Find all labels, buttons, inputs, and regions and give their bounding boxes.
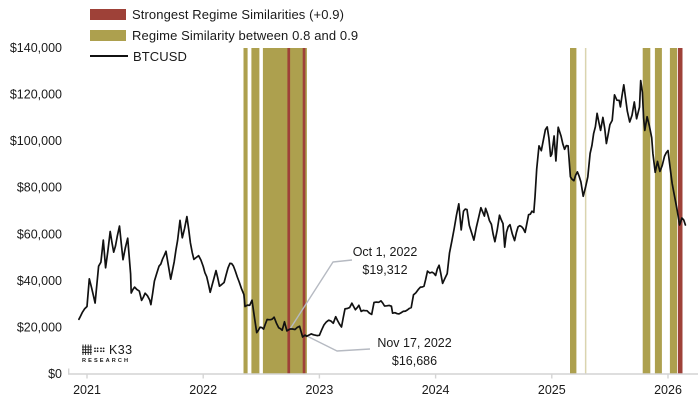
annotation-price: $16,686 <box>391 354 438 368</box>
similarity-band-swatch <box>90 29 126 41</box>
x-tick-label: 2026 <box>654 383 682 397</box>
y-tick-label: $40,000 <box>17 274 62 288</box>
y-tick-label: $100,000 <box>10 134 62 148</box>
y-tick-label: $80,000 <box>17 181 62 195</box>
legend-item-btcusd: BTCUSD <box>90 48 358 64</box>
annotation-nov-17-2022: Nov 17, 2022 $16,686 <box>362 334 467 370</box>
annotation-price: $19,312 <box>362 263 408 277</box>
legend-item-similarity: Regime Similarity between 0.8 and 0.9 <box>90 27 358 43</box>
logo-subtitle: RESEARCH <box>82 357 131 364</box>
legend-label: BTCUSD <box>133 48 188 64</box>
strongest-band-swatch <box>90 8 126 20</box>
x-tick-label: 2024 <box>422 383 450 397</box>
y-tick-label: $140,000 <box>10 41 62 55</box>
annotation-leader-line <box>289 259 353 330</box>
y-tick-label: $60,000 <box>17 227 62 241</box>
x-tick-label: 2021 <box>73 383 101 397</box>
k33-grid-icon <box>82 344 105 356</box>
x-tick-label: 2025 <box>538 383 566 397</box>
legend: Strongest Regime Similarities (+0.9) Reg… <box>90 6 358 69</box>
annotation-date: Nov 17, 2022 <box>377 336 452 350</box>
btcusd-line-swatch <box>90 54 128 58</box>
legend-label: Regime Similarity between 0.8 and 0.9 <box>132 27 359 43</box>
y-tick-label: $0 <box>48 367 62 381</box>
k33-research-logo: K33 RESEARCH <box>82 344 132 364</box>
legend-item-strongest: Strongest Regime Similarities (+0.9) <box>90 6 358 22</box>
annotation-leader-line <box>304 334 371 352</box>
btcusd-price-line <box>78 79 687 338</box>
legend-label: Strongest Regime Similarities (+0.9) <box>132 6 345 22</box>
logo-brand: K33 <box>109 343 133 357</box>
y-tick-label: $120,000 <box>10 88 62 102</box>
y-tick-label: $20,000 <box>17 320 62 334</box>
x-tick-label: 2023 <box>305 383 333 397</box>
annotation-oct-1-2022: Oct 1, 2022 $19,312 <box>337 243 433 279</box>
x-tick-label: 2022 <box>189 383 217 397</box>
annotation-date: Oct 1, 2022 <box>352 245 418 259</box>
